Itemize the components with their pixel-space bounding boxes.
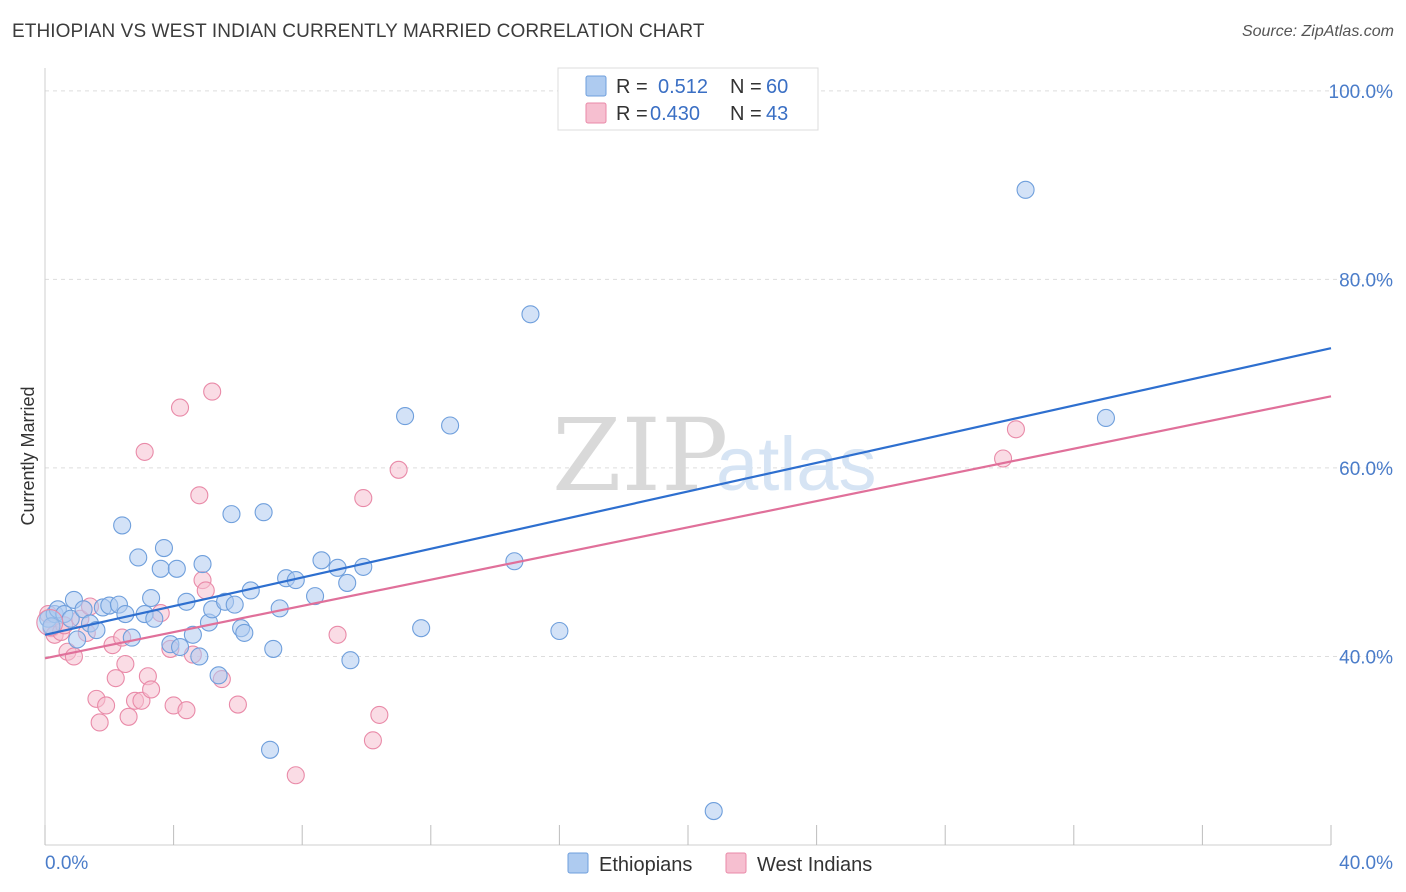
x-tick-label: 0.0% xyxy=(45,853,88,874)
data-points xyxy=(36,180,1115,821)
trend-line-ethiopians xyxy=(44,347,1332,636)
point-ethiopians xyxy=(306,587,325,606)
point-ethiopians xyxy=(312,551,331,570)
point-ethiopians xyxy=(183,625,202,644)
point-west-indians xyxy=(203,382,222,401)
point-ethiopians xyxy=(264,639,283,658)
point-west-indians xyxy=(389,460,408,479)
point-west-indians xyxy=(142,680,161,699)
point-west-indians xyxy=(135,442,154,461)
point-ethiopians xyxy=(42,617,61,636)
source-credit: Source: ZipAtlas.com xyxy=(1241,23,1394,40)
point-ethiopians xyxy=(87,621,106,640)
legend-r-value: 0.512 xyxy=(658,76,708,98)
watermark-atlas: atlas xyxy=(716,422,877,507)
point-ethiopians xyxy=(193,555,212,574)
point-ethiopians xyxy=(704,802,723,821)
legend-n-label: N = xyxy=(730,76,762,98)
point-west-indians xyxy=(106,669,125,688)
axes xyxy=(44,68,1332,846)
legend-swatch-ethiopians xyxy=(585,75,607,97)
point-ethiopians xyxy=(396,407,415,426)
point-ethiopians xyxy=(142,588,161,608)
legend: R = 0.512 N = 60 R = 0.430 N = 43 xyxy=(557,67,819,131)
tick-labels: 40.0% 60.0% 80.0% 100.0% 0.0% 40.0% xyxy=(45,82,1393,874)
trend-lines xyxy=(44,347,1332,660)
point-west-indians xyxy=(354,489,373,508)
point-ethiopians xyxy=(225,595,244,614)
y-tick-label: 40.0% xyxy=(1339,647,1393,668)
series-legend-swatch-west-indians xyxy=(725,852,747,874)
point-ethiopians xyxy=(167,559,186,578)
watermark-zip: ZIP xyxy=(552,397,728,514)
y-tick-label: 80.0% xyxy=(1339,270,1393,291)
point-ethiopians xyxy=(113,516,132,535)
point-ethiopians xyxy=(521,305,540,324)
point-ethiopians xyxy=(129,548,148,567)
point-ethiopians xyxy=(412,619,431,638)
y-tick-label: 100.0% xyxy=(1329,82,1394,103)
point-ethiopians xyxy=(1096,408,1115,428)
point-ethiopians xyxy=(260,740,280,759)
trend-line-west-indians xyxy=(44,395,1332,660)
point-ethiopians xyxy=(235,623,254,642)
point-ethiopians xyxy=(550,621,569,641)
point-west-indians xyxy=(370,705,389,724)
legend-r-label: R = xyxy=(616,103,648,125)
point-west-indians xyxy=(170,398,190,417)
point-west-indians xyxy=(1006,420,1025,439)
series-legend-label-ethiopians: Ethiopians xyxy=(599,854,692,876)
series-legend: Ethiopians West Indians xyxy=(567,852,872,876)
point-ethiopians xyxy=(341,651,360,670)
point-west-indians xyxy=(177,701,196,720)
point-ethiopians xyxy=(338,573,357,592)
point-west-indians xyxy=(196,581,215,600)
x-tick-label: 40.0% xyxy=(1339,853,1393,874)
legend-n-value: 43 xyxy=(766,103,788,125)
legend-n-label: N = xyxy=(730,103,762,125)
y-tick-label: 60.0% xyxy=(1339,459,1393,480)
point-west-indians xyxy=(328,625,347,644)
point-west-indians xyxy=(228,695,247,714)
point-ethiopians xyxy=(122,628,141,647)
point-ethiopians xyxy=(441,416,460,435)
point-ethiopians xyxy=(209,666,228,685)
point-ethiopians xyxy=(170,637,190,657)
point-ethiopians xyxy=(154,539,174,558)
point-west-indians xyxy=(363,731,382,750)
chart-title: ETHIOPIAN VS WEST INDIAN CURRENTLY MARRI… xyxy=(12,21,705,42)
point-cluster xyxy=(36,608,64,637)
point-ethiopians xyxy=(222,505,241,524)
legend-r-label: R = xyxy=(616,76,648,98)
legend-n-value: 60 xyxy=(766,76,788,98)
series-legend-label-west-indians: West Indians xyxy=(757,854,872,876)
legend-swatch-west-indians xyxy=(585,102,607,124)
point-ethiopians xyxy=(116,604,135,624)
legend-r-value: 0.430 xyxy=(650,103,700,125)
point-ethiopians xyxy=(190,647,209,666)
point-west-indians xyxy=(97,696,116,715)
point-ethiopians xyxy=(68,630,87,649)
point-ethiopians xyxy=(1016,180,1035,199)
point-west-indians xyxy=(90,713,109,732)
point-ethiopians xyxy=(254,503,273,522)
point-west-indians xyxy=(119,707,138,726)
point-ethiopians xyxy=(151,559,170,578)
point-west-indians xyxy=(190,486,209,505)
series-legend-swatch-ethiopians xyxy=(567,852,589,874)
y-axis-label: Currently Married xyxy=(18,386,38,525)
point-ethiopians xyxy=(354,557,373,576)
point-west-indians xyxy=(116,654,135,674)
point-west-indians xyxy=(286,766,305,785)
grid-lines xyxy=(45,90,1392,657)
